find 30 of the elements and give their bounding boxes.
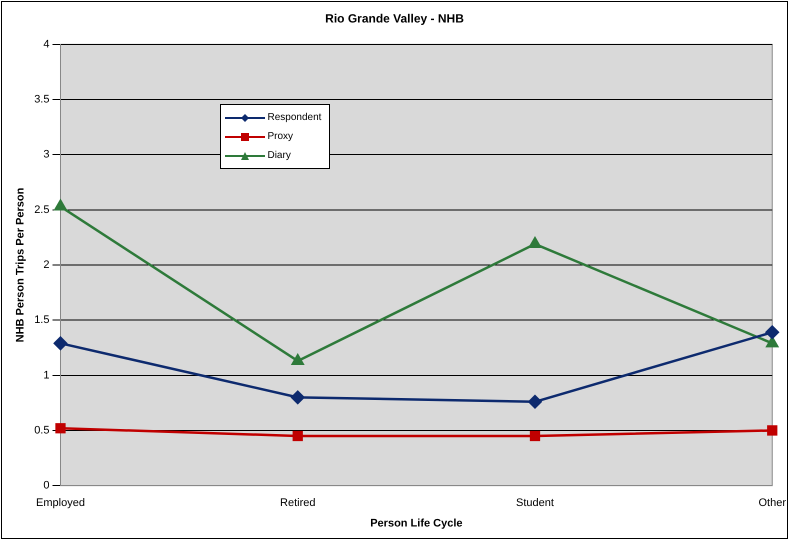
y-tick-label: 4 [43,38,50,50]
y-tick-label: 0 [43,480,50,492]
point [292,354,304,365]
chart-title: Rio Grande Valley - NHB [325,12,464,26]
y-tick-label: 3 [43,148,50,161]
point [292,430,303,442]
x-axis-title: Person Life Cycle [370,517,463,530]
y-tick-label: 0.5 [34,424,50,436]
point [55,423,66,434]
point [765,326,779,340]
y-axis-title: NHB Person Trips Per Person [14,187,27,342]
point [766,336,778,348]
point [767,425,778,436]
point [528,237,542,248]
x-tick-label: Employed [36,497,85,510]
y-tick-label: 2 [43,259,50,272]
point [290,390,304,404]
y-tick-label: 1.5 [34,314,50,326]
legend-label: Diary [267,150,291,162]
x-tick-label: Student [516,497,554,510]
point [530,430,540,442]
x-tick-label: Retired [280,497,316,510]
legend-label: Respondent [267,112,322,124]
y-tick-label: 2.5 [34,204,50,216]
y-tick-label: 1 [43,369,50,382]
legend-label: Proxy [267,131,294,142]
x-tick-label: Other [758,497,786,510]
point [528,395,542,409]
y-tick-label: 3.5 [34,94,50,106]
point [54,336,68,350]
